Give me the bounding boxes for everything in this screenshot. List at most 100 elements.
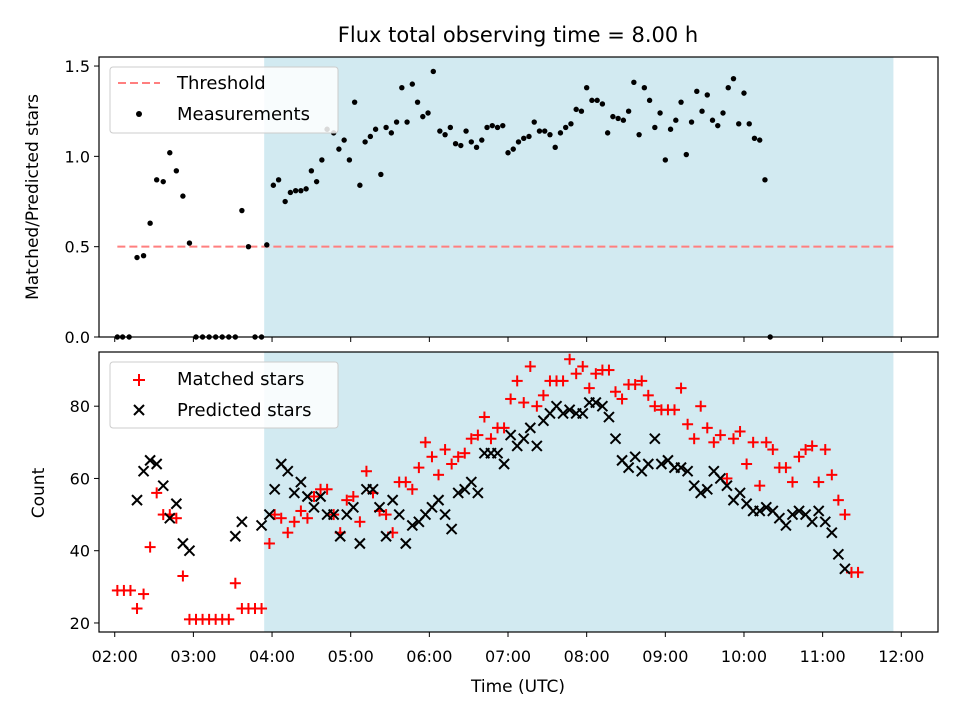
matched-star-point — [832, 494, 844, 506]
bottom-y-tick-label: 80 — [70, 397, 90, 416]
matched-star-point — [400, 476, 412, 488]
measurement-point — [715, 122, 721, 129]
matched-star-point — [269, 509, 281, 521]
bottom-y-tick-label: 60 — [70, 469, 90, 488]
measurement-point — [709, 117, 716, 123]
measurement-point — [362, 139, 368, 145]
measurement-point — [388, 130, 395, 136]
measurement-point — [479, 137, 485, 143]
measurement-point — [515, 139, 522, 145]
measurement-point — [557, 130, 564, 136]
matched-star-point — [852, 566, 864, 578]
predicted-star-point — [164, 512, 176, 524]
predicted-star-point — [380, 530, 392, 542]
top-shaded-span — [264, 57, 894, 337]
measurement-point — [552, 144, 558, 151]
x-tick-label: 10:00 — [721, 647, 767, 666]
measurement-point — [437, 128, 443, 134]
matched-star-point — [826, 469, 838, 481]
measurement-point — [746, 121, 752, 127]
measurement-point — [367, 133, 374, 140]
matched-star-point — [636, 375, 648, 387]
measurement-point — [134, 254, 140, 261]
predicted-star-point — [524, 422, 537, 434]
measurement-point — [420, 113, 426, 120]
top-axes-frame — [98, 56, 939, 338]
predicted-star-point — [721, 479, 733, 492]
matched-star-point — [839, 509, 851, 521]
measurement-point — [473, 144, 480, 151]
predicted-star-point — [681, 465, 694, 477]
measurement-point — [610, 113, 616, 120]
measurement-point — [239, 207, 245, 214]
top-axes: 0.0 0.5 1.0 1.5 Matched/Predicted stars Thr… — [23, 56, 939, 347]
matched-star-point — [131, 603, 143, 615]
predicted-star-point — [288, 487, 301, 499]
predicted-star-point — [137, 465, 150, 477]
top-y-axis-label: Matched/Predicted stars — [23, 94, 43, 300]
predicted-legend-label: Predicted stars — [177, 400, 311, 421]
predicted-star-point — [295, 476, 307, 488]
matched-star-point — [760, 436, 772, 448]
x-tick-label: 11:00 — [800, 647, 846, 666]
matched-legend-marker — [133, 374, 145, 386]
matched-star-point — [649, 400, 661, 412]
measurement-point — [578, 108, 585, 114]
predicted-star-point — [472, 487, 484, 499]
bottom-y-tick-label: 20 — [70, 614, 90, 633]
x-tick-label: 09:00 — [642, 647, 688, 666]
predicted-star-point — [255, 519, 268, 532]
predicted-star-point — [334, 530, 346, 542]
predicted-star-point — [695, 487, 707, 499]
matched-star-point — [531, 400, 543, 412]
measurement-point — [573, 106, 579, 113]
matched-star-point — [301, 512, 313, 524]
top-legend-box — [109, 66, 339, 134]
measurement-point — [500, 122, 506, 129]
bottom-marks-layer — [111, 353, 864, 625]
predicted-star-point — [557, 407, 569, 420]
predicted-star-point — [314, 490, 327, 503]
measurement-point — [468, 139, 475, 145]
measurement-point — [351, 99, 358, 105]
matched-star-point — [459, 447, 471, 459]
measurement-point — [404, 119, 410, 125]
predicted-star-point — [734, 487, 746, 499]
measurement-point — [667, 126, 674, 132]
measurement-point — [531, 119, 537, 125]
matched-star-point — [570, 368, 582, 380]
predicted-star-point — [347, 501, 360, 514]
measurement-point — [308, 168, 315, 174]
measurement-point — [542, 128, 548, 134]
x-tick-label: 07:00 — [485, 647, 531, 666]
predicted-star-point — [596, 400, 609, 412]
measurement-point — [736, 121, 742, 127]
measurement-point — [652, 124, 658, 131]
measurement-point — [463, 128, 469, 134]
matched-star-point — [124, 584, 136, 596]
matched-star-point — [786, 476, 798, 488]
top-x-ticks — [114, 337, 902, 342]
measurement-point — [636, 131, 642, 138]
matched-star-point — [446, 458, 458, 470]
predicted-star-point — [406, 519, 419, 532]
predicted-star-point — [393, 508, 405, 521]
measurement-point — [568, 121, 574, 127]
matched-star-point — [708, 436, 720, 448]
predicted-star-point — [577, 407, 589, 420]
predicted-star-point — [308, 501, 320, 514]
measurement-point — [562, 124, 569, 131]
top-marks-layer — [114, 68, 895, 340]
predicted-star-point — [367, 483, 379, 495]
measurement-point — [287, 189, 294, 196]
matched-star-point — [256, 603, 268, 615]
predicted-star-point — [563, 404, 576, 416]
predicted-star-point — [131, 494, 143, 506]
x-tick-label: 08:00 — [564, 647, 610, 666]
predicted-star-point — [498, 458, 510, 470]
measurement-point — [399, 85, 405, 91]
measurement-point — [757, 137, 763, 143]
measurement-point — [430, 68, 436, 75]
measurement-point — [589, 97, 595, 104]
